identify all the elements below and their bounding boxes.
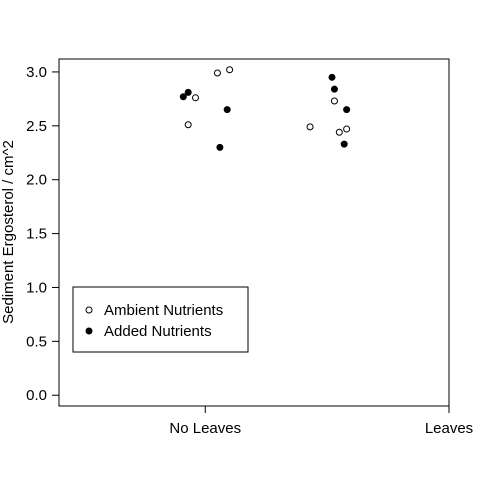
y-tick-label: 3.0 bbox=[26, 64, 47, 81]
y-tick-label: 0.0 bbox=[26, 387, 47, 404]
y-tick-label: 0.5 bbox=[26, 333, 47, 350]
ambient-nutrients-point bbox=[343, 125, 351, 133]
added-nutrients-point bbox=[184, 88, 192, 96]
y-tick-label: 2.5 bbox=[26, 118, 47, 135]
added-nutrients-point bbox=[340, 140, 348, 148]
legend-filled-circle-icon bbox=[85, 327, 93, 335]
x-axis: No Leaves Leaves bbox=[169, 406, 473, 437]
added-nutrients-point bbox=[328, 73, 336, 81]
plot-frame bbox=[58, 58, 450, 407]
legend-box bbox=[72, 286, 249, 353]
added-nutrients-point bbox=[223, 106, 231, 114]
added-nutrients-point bbox=[330, 85, 338, 93]
y-axis: 0.0 0.5 1.0 1.5 2.0 2.5 3.0 bbox=[26, 64, 59, 404]
data-points bbox=[179, 66, 351, 151]
y-axis-label: Sediment Ergosterol / cm^2 bbox=[0, 140, 17, 324]
ambient-nutrients-point bbox=[306, 123, 314, 131]
y-tick-label: 1.5 bbox=[26, 226, 47, 243]
added-nutrients-point bbox=[343, 106, 351, 114]
added-nutrients-point bbox=[216, 143, 224, 151]
y-tick-label: 1.0 bbox=[26, 279, 47, 296]
legend-open-circle-icon bbox=[85, 306, 93, 314]
added-nutrients-point bbox=[179, 93, 187, 101]
legend-label: Added Nutrients bbox=[104, 323, 212, 340]
ambient-nutrients-point bbox=[330, 97, 338, 105]
ambient-nutrients-point bbox=[192, 94, 199, 102]
legend-label: Ambient Nutrients bbox=[104, 302, 223, 319]
ambient-nutrients-point bbox=[213, 69, 221, 77]
x-tick-label: No Leaves bbox=[169, 420, 241, 437]
x-tick-label: Leaves bbox=[425, 420, 473, 437]
ambient-nutrients-point bbox=[226, 66, 234, 74]
y-tick-label: 2.0 bbox=[26, 172, 47, 189]
ambient-nutrients-point bbox=[184, 121, 192, 129]
ambient-nutrients-point bbox=[335, 128, 343, 136]
legend: Ambient Nutrients Added Nutrients bbox=[72, 286, 249, 353]
